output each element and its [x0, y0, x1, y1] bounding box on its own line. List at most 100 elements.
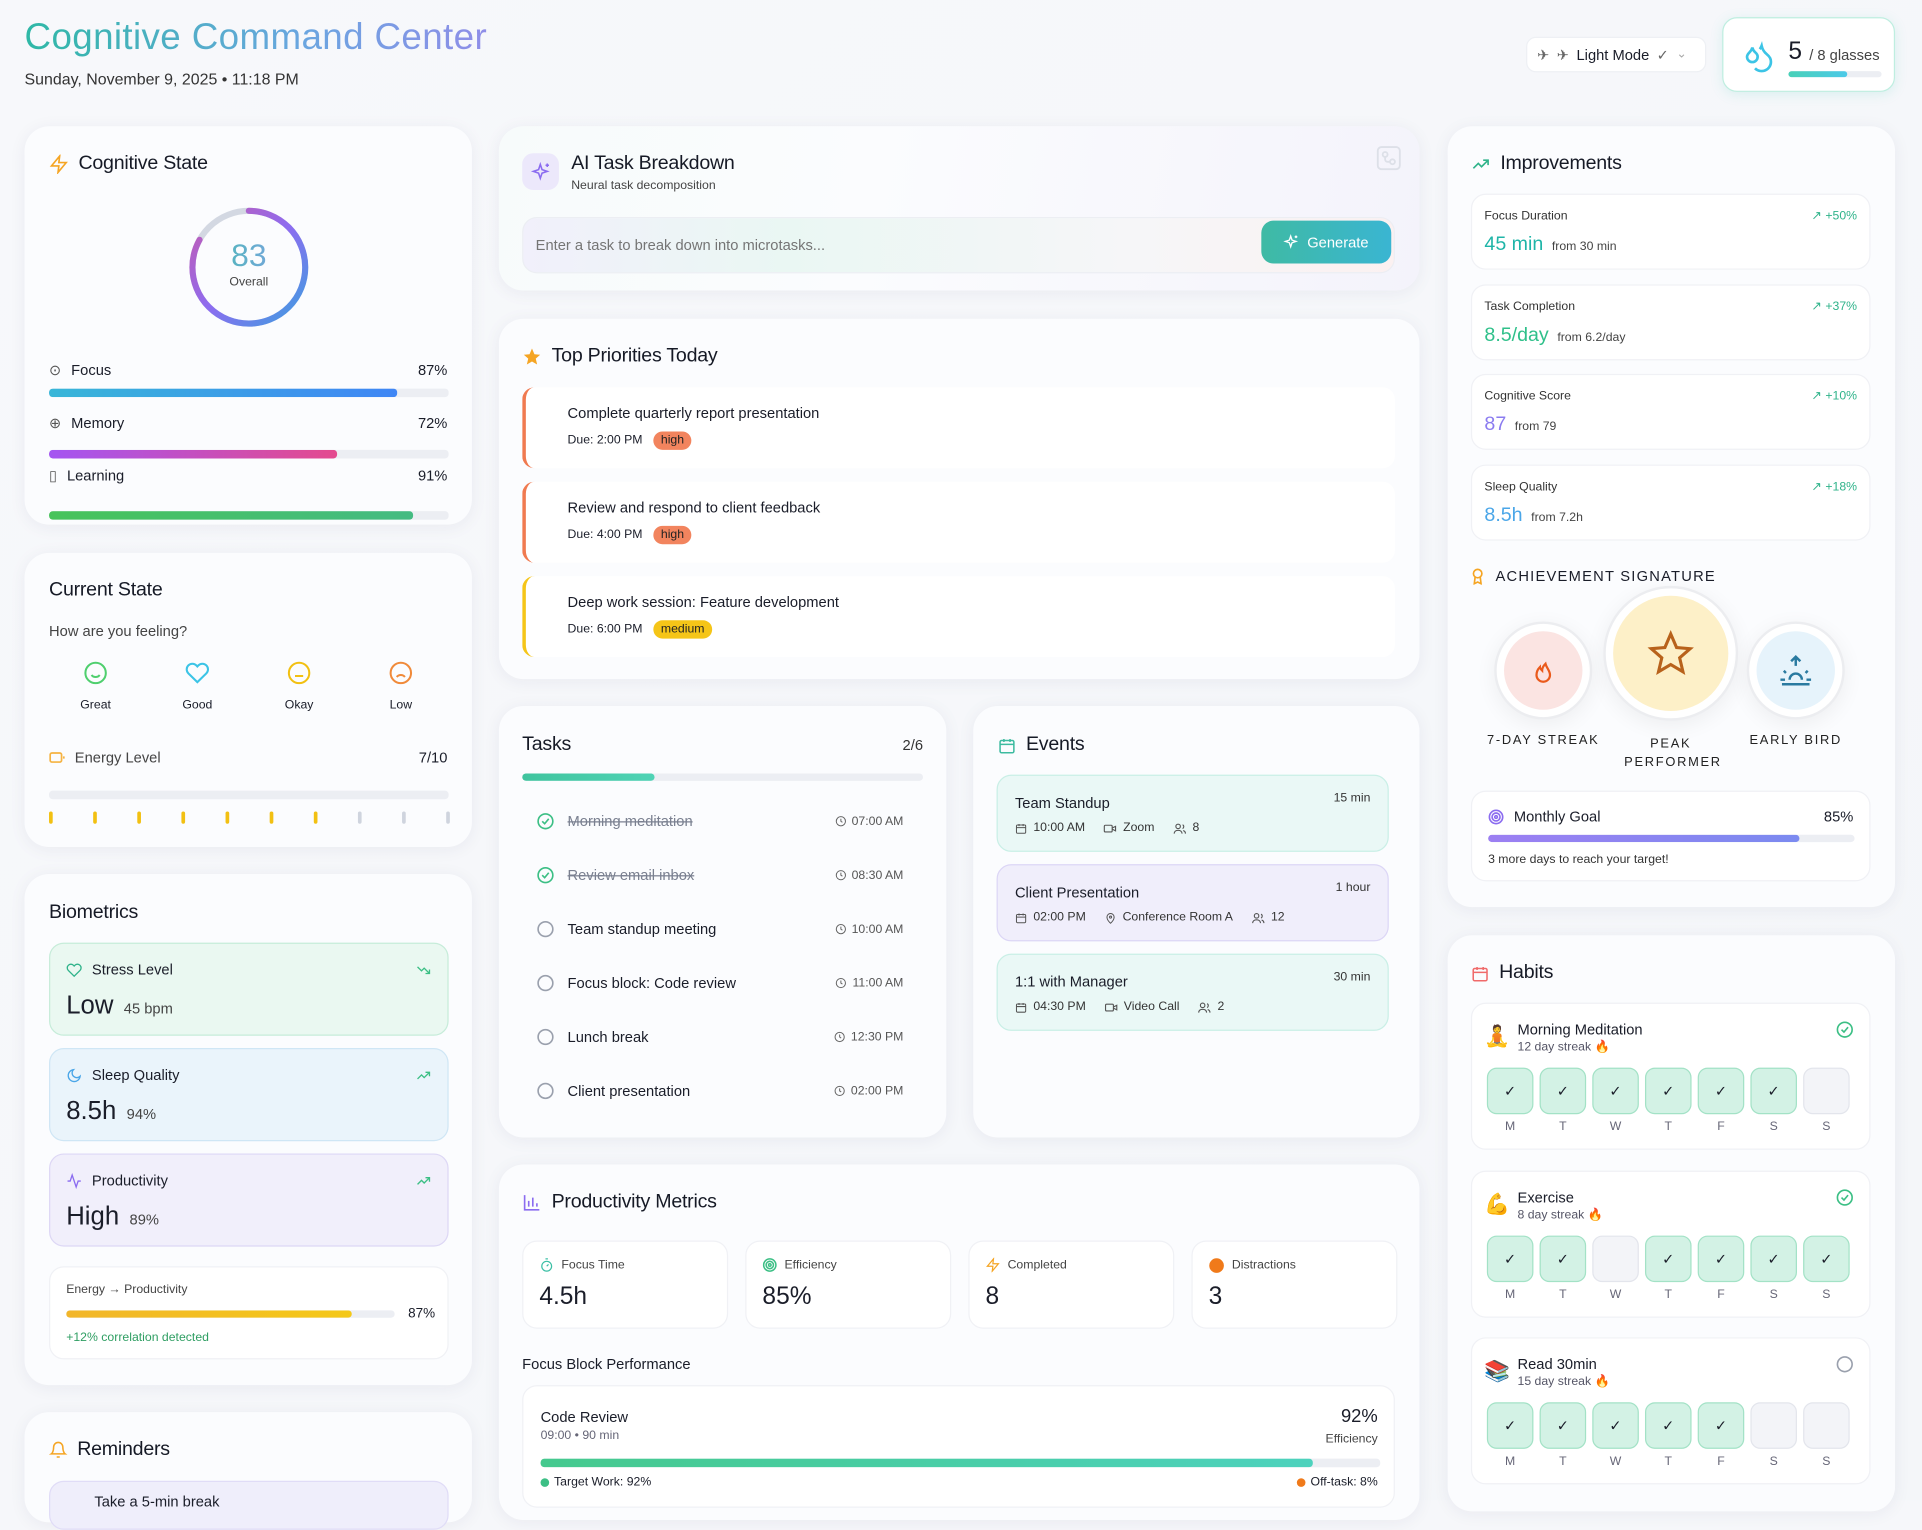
circle-icon[interactable]: [536, 973, 556, 993]
habit-day[interactable]: ✓: [1539, 1402, 1587, 1449]
habit-item: 📚 Read 30min 15 day streak 🔥 ✓ M ✓ T ✓ W ✓ T ✓ F S S: [1470, 1337, 1871, 1485]
habit-day[interactable]: ✓: [1750, 1067, 1797, 1115]
habit-day[interactable]: ✓: [1486, 1402, 1534, 1449]
event-item[interactable]: Team Standup 15 min 10:00 AM Zoom 8: [996, 774, 1389, 852]
habit-name: Morning Meditation: [1517, 1021, 1643, 1039]
event-people: 2: [1217, 1000, 1225, 1014]
energy-tick[interactable]: [49, 811, 53, 824]
date-time: Sunday, November 9, 2025 • 11:18 PM: [24, 69, 299, 89]
card-title: Biometrics: [49, 902, 139, 924]
priority-item[interactable]: Complete quarterly report presentation Du…: [522, 387, 1395, 469]
circle-icon[interactable]: [536, 1081, 556, 1101]
circle-icon[interactable]: [536, 919, 556, 939]
habit-day[interactable]: [1803, 1067, 1850, 1115]
mood-great[interactable]: Great: [49, 661, 142, 712]
habit-day[interactable]: ✓: [1644, 1067, 1692, 1115]
check-circle-icon[interactable]: [536, 811, 556, 831]
habit-day[interactable]: ✓: [1697, 1402, 1745, 1449]
energy-tick[interactable]: [357, 811, 362, 824]
habit-day[interactable]: [1592, 1234, 1639, 1282]
event-item[interactable]: Client Presentation 1 hour 02:00 PM Confere…: [996, 864, 1389, 942]
activity-icon: [67, 1172, 81, 1189]
energy-tick[interactable]: [269, 811, 274, 824]
biometric-label: Productivity: [91, 1171, 168, 1189]
neutral-face-icon: [253, 661, 346, 686]
energy-slider[interactable]: [49, 790, 449, 800]
task-item[interactable]: Morning meditation 07:00 AM: [536, 809, 903, 834]
goal-value: 85%: [1823, 807, 1854, 825]
energy-tick[interactable]: [93, 811, 97, 824]
task-item[interactable]: Team standup meeting 10:00 AM: [536, 917, 903, 942]
calendar-icon: [1015, 911, 1027, 923]
reminders-card: Reminders Take a 5-min break: [24, 1412, 472, 1530]
day-label: T: [1559, 1454, 1567, 1469]
stat-label: Completed: [1007, 1258, 1067, 1272]
habit-day[interactable]: ✓: [1750, 1234, 1797, 1282]
calendar-icon: [999, 738, 1015, 753]
task-item[interactable]: Review email inbox 08:30 AM: [536, 863, 903, 888]
biometric-sub: 94%: [126, 1105, 157, 1123]
water-tracker[interactable]: 5 / 8 glasses: [1722, 17, 1896, 92]
mood-low[interactable]: Low: [354, 661, 447, 712]
mood-label: Okay: [284, 698, 314, 713]
habit-day[interactable]: ✓: [1803, 1234, 1850, 1282]
stat-value: 3: [1208, 1283, 1223, 1311]
task-item[interactable]: Lunch break 12:30 PM: [536, 1025, 903, 1050]
improvement-change: +50%: [1825, 209, 1858, 224]
overall-score-ring: [189, 207, 309, 327]
energy-tick[interactable]: [446, 811, 450, 824]
energy-tick[interactable]: [181, 811, 186, 824]
reminder-item[interactable]: Take a 5-min break: [49, 1480, 449, 1530]
energy-tick[interactable]: [137, 811, 141, 824]
check-circle-icon[interactable]: [1835, 1020, 1855, 1040]
task-item[interactable]: Client presentation 02:00 PM: [536, 1079, 903, 1104]
clock-icon: [835, 977, 847, 989]
habit-day[interactable]: ✓: [1539, 1234, 1587, 1282]
stat-value: 85%: [762, 1283, 812, 1311]
event-item[interactable]: 1:1 with Manager 30 min 04:30 PM Video Call…: [996, 953, 1389, 1031]
sparkles-icon: [1283, 234, 1299, 249]
energy-tick[interactable]: [225, 811, 230, 824]
habit-day[interactable]: ✓: [1697, 1234, 1745, 1282]
habit-day[interactable]: ✓: [1592, 1402, 1639, 1449]
habit-day[interactable]: ✓: [1539, 1067, 1587, 1115]
trending-up-icon: [417, 1071, 431, 1080]
mood-good[interactable]: Good: [151, 661, 244, 712]
priority-item[interactable]: Review and respond to client feedback Due…: [522, 481, 1395, 563]
circle-icon[interactable]: [536, 1027, 556, 1047]
mood-okay[interactable]: Okay: [253, 661, 346, 712]
habit-day[interactable]: ✓: [1697, 1067, 1745, 1115]
trending-up-icon: [1472, 159, 1489, 169]
habit-emoji-icon: 💪: [1484, 1192, 1511, 1216]
habit-day[interactable]: ✓: [1486, 1234, 1534, 1282]
generate-button[interactable]: Generate: [1261, 220, 1392, 264]
metric-value: 91%: [417, 467, 448, 485]
priority-due: Due: 4:00 PM: [567, 528, 643, 542]
habit-day[interactable]: [1750, 1402, 1797, 1449]
habit-day[interactable]: ✓: [1644, 1402, 1692, 1449]
users-icon: [1173, 822, 1186, 834]
habit-day[interactable]: ✓: [1644, 1234, 1692, 1282]
habit-day[interactable]: [1803, 1402, 1850, 1449]
priority-item[interactable]: Deep work session: Feature development Du…: [522, 576, 1395, 658]
check-circle-icon[interactable]: [536, 865, 556, 885]
priorities-card: Top Priorities Today Complete quarterly …: [498, 318, 1420, 680]
priority-due: Due: 2:00 PM: [567, 433, 643, 448]
theme-selector[interactable]: ✈ ✈ Light Mode ✓ ⌄: [1526, 36, 1707, 73]
water-goal: / 8 glasses: [1809, 46, 1880, 64]
day-label: W: [1609, 1287, 1622, 1302]
circle-icon[interactable]: [1835, 1354, 1855, 1374]
habit-day[interactable]: ✓: [1486, 1067, 1534, 1115]
habit-day[interactable]: ✓: [1592, 1067, 1639, 1115]
habit-streak: 8 day streak 🔥: [1517, 1207, 1603, 1222]
energy-tick[interactable]: [313, 811, 318, 824]
stat-focus-time: Focus Time 4.5h: [522, 1240, 729, 1329]
water-count: 5: [1788, 37, 1803, 65]
star-icon: [523, 348, 541, 365]
improvement-from: from 30 min: [1551, 240, 1617, 254]
check-circle-icon[interactable]: [1835, 1187, 1855, 1207]
theme-label: Light Mode: [1576, 45, 1650, 64]
task-input[interactable]: [535, 227, 1247, 263]
task-item[interactable]: Focus block: Code review 11:00 AM: [536, 971, 903, 996]
energy-tick[interactable]: [402, 811, 406, 824]
